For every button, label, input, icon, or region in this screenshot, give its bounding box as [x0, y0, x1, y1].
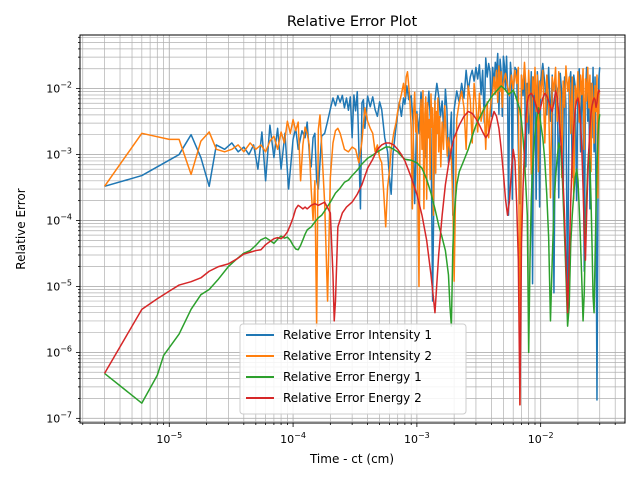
legend-label: Relative Error Intensity 1 [283, 328, 432, 342]
y-axis-label: Relative Error [14, 188, 28, 270]
y-tick-label: 10−7 [46, 410, 72, 425]
legend-label: Relative Error Energy 2 [283, 391, 422, 405]
series-group [103, 52, 601, 406]
y-tick-label: 10−5 [46, 278, 72, 293]
x-tick-label: 10−4 [280, 431, 306, 446]
legend-label: Relative Error Energy 1 [283, 370, 422, 384]
x-axis-label: Time - ct (cm) [309, 452, 394, 466]
series-line-2 [103, 61, 601, 406]
legend-label: Relative Error Intensity 2 [283, 349, 432, 363]
y-tick-label: 10−3 [46, 147, 72, 162]
y-tick-label: 10−6 [46, 344, 72, 359]
y-tick-label: 10−4 [46, 213, 72, 228]
legend-box [239, 323, 467, 415]
legend: Relative Error Intensity 1 Relative Error… [239, 323, 467, 415]
chart-title: Relative Error Plot [287, 14, 418, 30]
x-tick-label: 10−3 [404, 431, 430, 446]
x-tick-label: 10−5 [156, 431, 182, 446]
x-tick-label: 10−2 [528, 431, 554, 446]
series-line-3 [104, 85, 601, 404]
series-line-4 [103, 89, 601, 406]
y-tick-label: 10−2 [46, 81, 72, 96]
ticks: 10−5 10−4 10−3 10−2 10−7 10−6 10−5 10−4 10−3 10−2 [46, 36, 616, 446]
